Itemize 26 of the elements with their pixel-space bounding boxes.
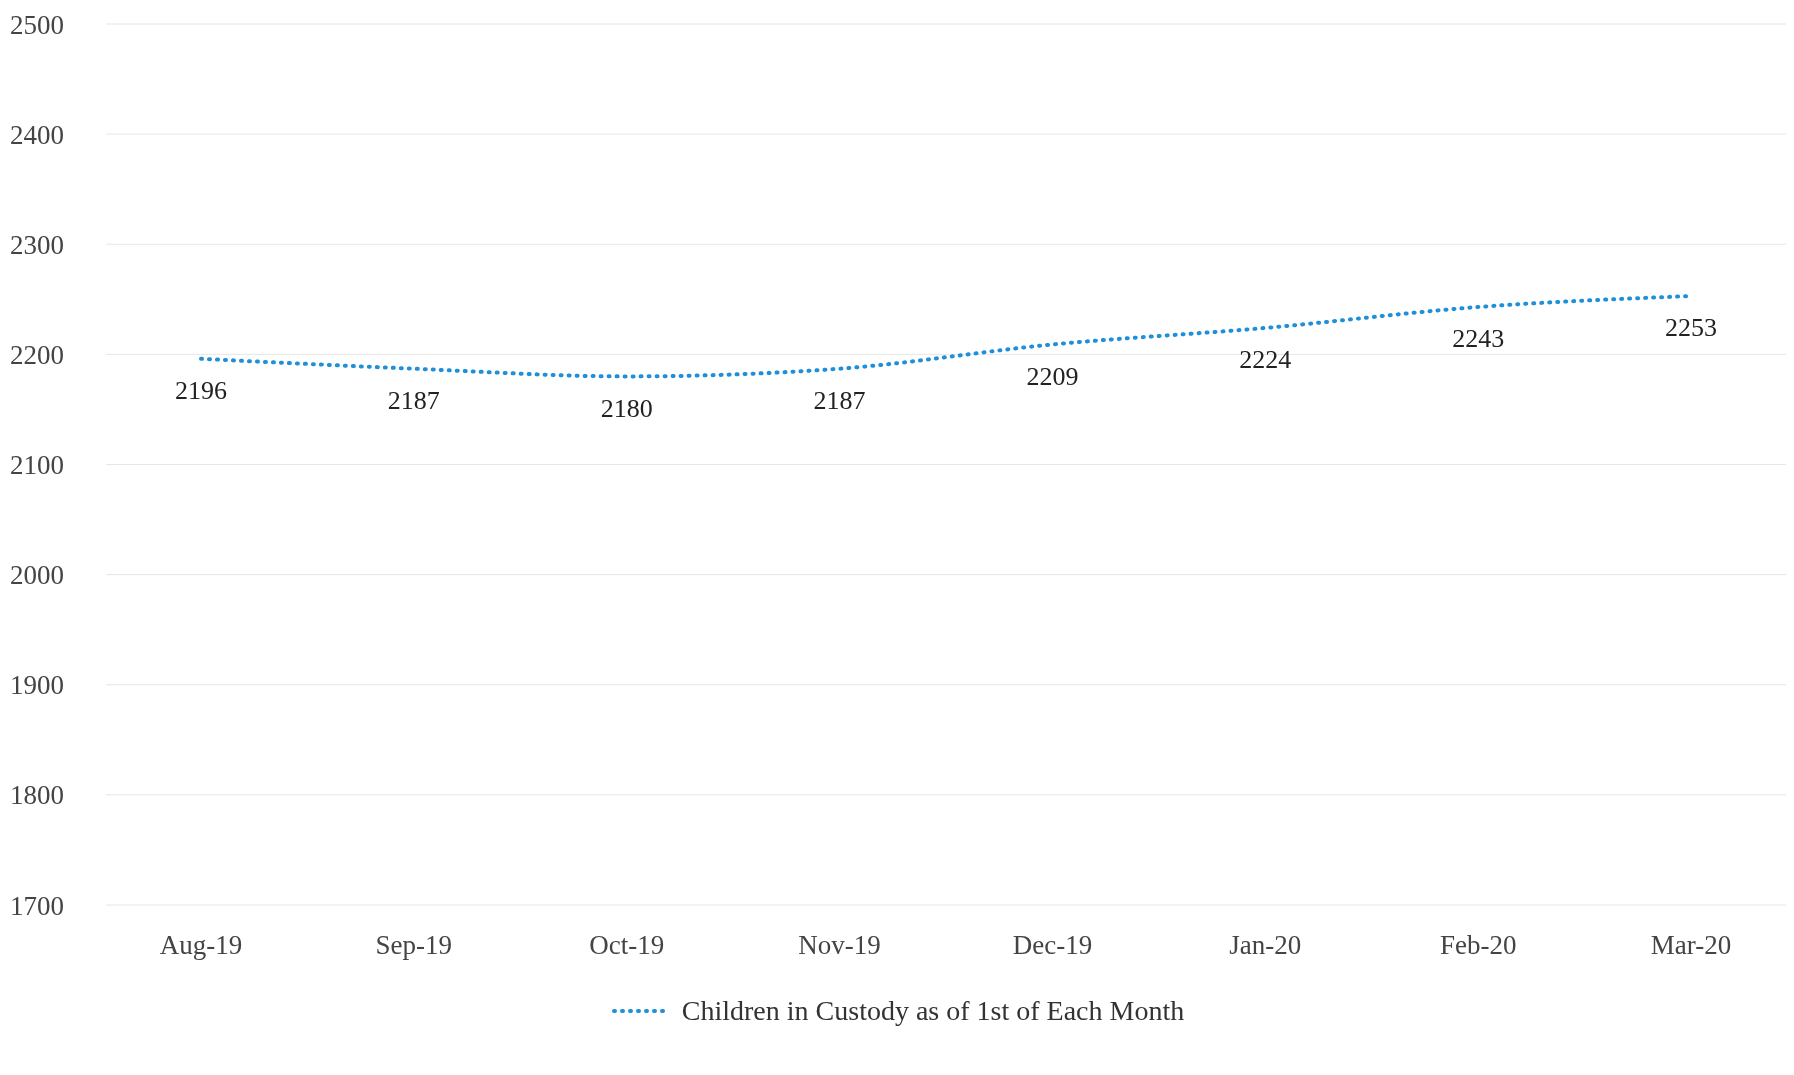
x-tick-label: Aug-19 [159, 930, 243, 961]
y-tick-label: 2300 [10, 229, 64, 260]
x-tick-label: Nov-19 [798, 930, 881, 961]
data-label: 2196 [175, 376, 227, 406]
data-label: 2224 [1239, 345, 1292, 375]
y-tick-label: 1800 [10, 780, 64, 811]
data-label: 2253 [1665, 313, 1717, 343]
y-tick-label: 2100 [10, 450, 64, 481]
y-tick-label: 1700 [10, 890, 64, 921]
x-tick-label: Oct-19 [589, 930, 665, 961]
data-label: 2187 [387, 386, 440, 416]
x-tick-label: Sep-19 [375, 930, 453, 961]
data-label: 2180 [600, 393, 653, 423]
x-tick-label: Mar-20 [1650, 930, 1732, 961]
y-tick-label: 2000 [10, 560, 64, 591]
x-tick-label: Dec-19 [1012, 930, 1093, 961]
x-tick-label: Feb-20 [1439, 930, 1517, 961]
x-tick-label: Jan-20 [1229, 930, 1302, 961]
legend-label: Children in Custody as of 1st of Each Month [681, 995, 1185, 1027]
data-label: 2209 [1026, 361, 1079, 391]
y-tick-label: 2200 [10, 339, 64, 370]
data-label: 2187 [813, 386, 866, 416]
y-tick-label: 2400 [10, 119, 64, 150]
data-label: 2243 [1452, 324, 1505, 354]
y-tick-label: 1900 [10, 670, 64, 701]
y-tick-label: 2500 [10, 9, 64, 40]
